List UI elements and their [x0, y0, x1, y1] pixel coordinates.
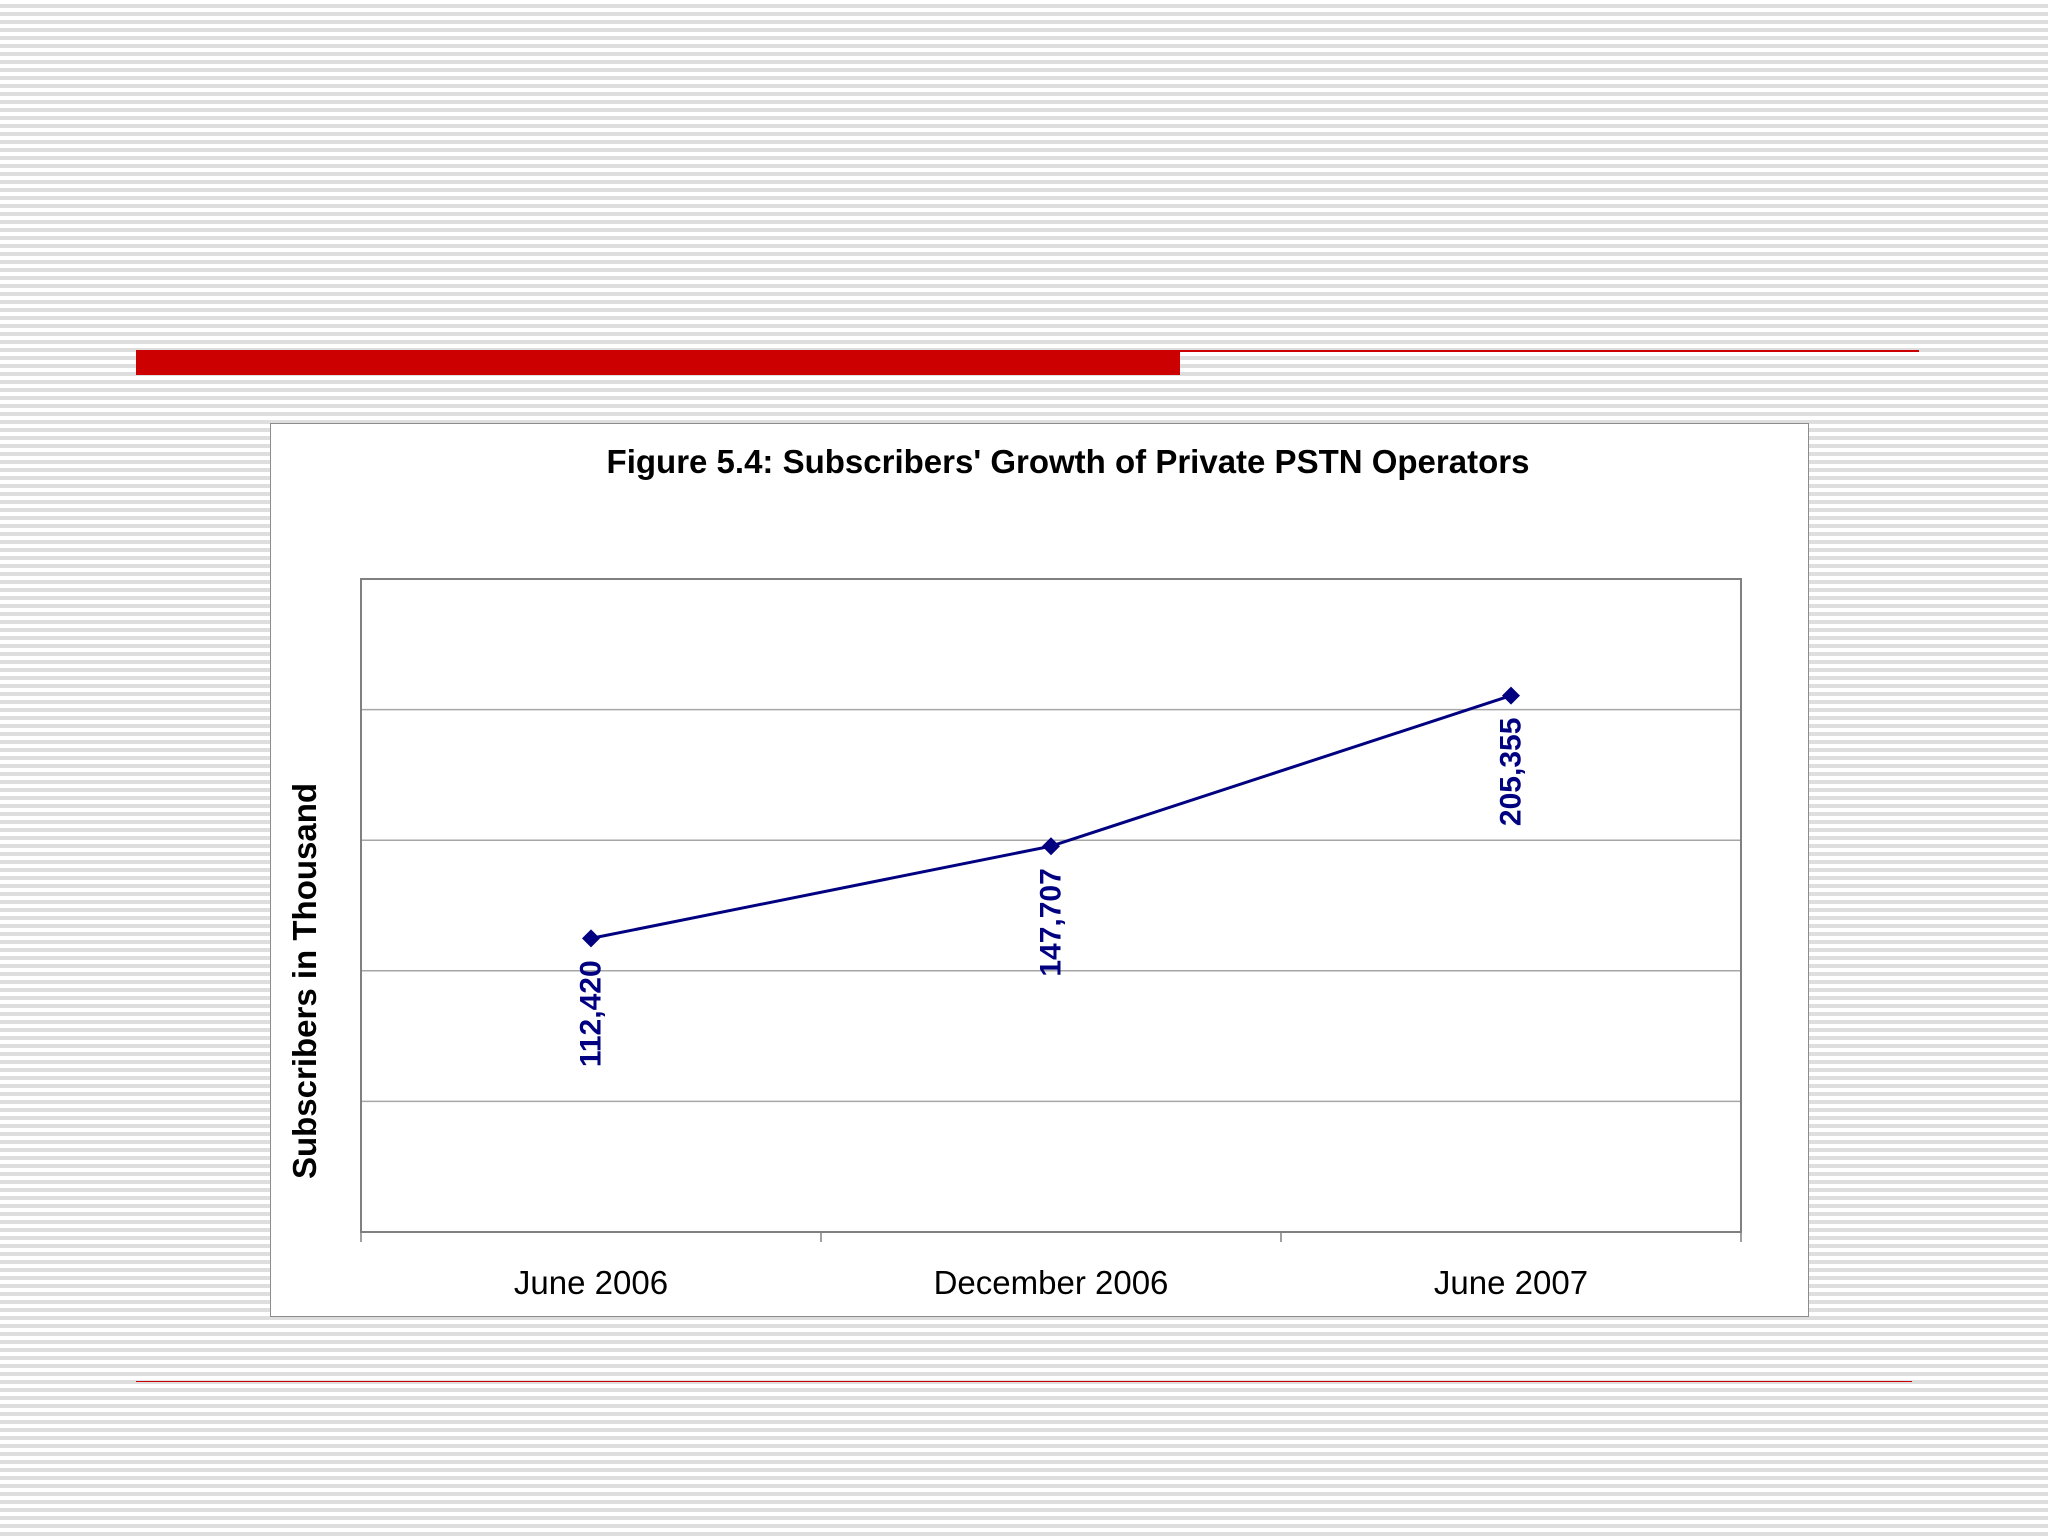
chart-panel: Figure 5.4: Subscribers' Growth of Priva…: [270, 423, 1809, 1317]
title-accent-bar: [136, 350, 1180, 375]
x-tick-label: June 2006: [514, 1264, 668, 1301]
x-tick-label: December 2006: [934, 1264, 1169, 1301]
footer-rule: [136, 1381, 1912, 1382]
x-axis-labels: June 2006 December 2006 June 2007: [514, 1264, 1588, 1301]
data-point-marker: [582, 929, 600, 948]
series-subscribers: 112,420 147,707 205,355: [575, 686, 1528, 1067]
data-label: 147,707: [1035, 868, 1068, 976]
plot-area: [360, 578, 1742, 1233]
line-chart: Figure 5.4: Subscribers' Growth of Priva…: [286, 443, 1742, 1301]
y-axis-label: Subscribers in Thousand: [286, 783, 323, 1179]
data-point-marker: [1042, 837, 1060, 856]
x-tick-label: June 2007: [1434, 1264, 1588, 1301]
title-accent-line: [1180, 350, 1919, 352]
data-point-marker: [1502, 686, 1520, 705]
data-label: 112,420: [575, 960, 608, 1067]
chart-title: Figure 5.4: Subscribers' Growth of Priva…: [607, 443, 1530, 480]
x-axis-ticks: [360, 1232, 1742, 1242]
data-label: 205,355: [1495, 718, 1528, 826]
